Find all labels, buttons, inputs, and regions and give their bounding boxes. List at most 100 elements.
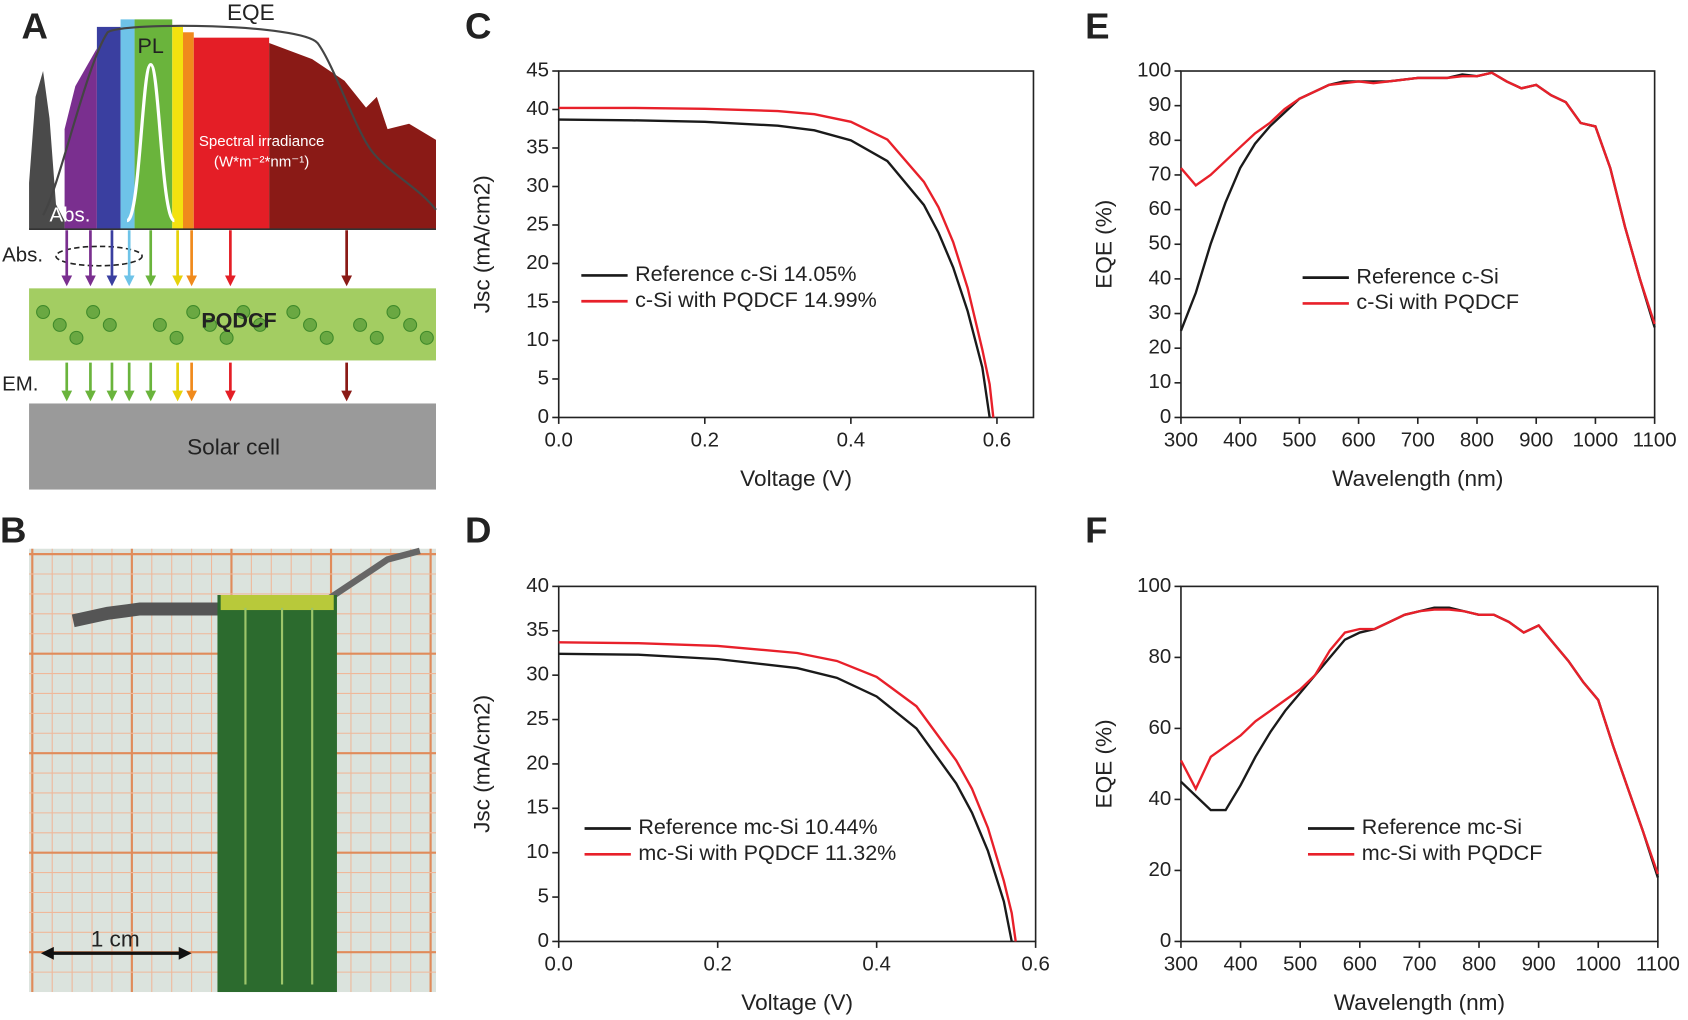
y-tick-label: 80: [1149, 645, 1172, 668]
y-tick-label: 0: [538, 405, 549, 428]
data-line: [558, 106, 995, 418]
y-tick-label: 40: [526, 574, 549, 597]
band-yellow: [172, 26, 184, 230]
irradiance-unit: (W*m⁻²*nm⁻¹): [214, 153, 309, 170]
plot-frame: [557, 70, 1035, 419]
legend-label: Reference c-Si: [1356, 264, 1498, 288]
x-tick-label: 1100: [1633, 429, 1677, 452]
arrow-head: [123, 275, 135, 287]
y-tick-label: 5: [538, 884, 549, 907]
crystal: [286, 305, 301, 320]
crystal: [169, 330, 184, 345]
data-line: [558, 641, 1017, 942]
x-tick-label: 800: [1462, 953, 1496, 976]
x-tick-label: 1000: [1576, 953, 1621, 976]
wire: [321, 547, 421, 606]
band-cyan: [120, 19, 135, 230]
y-tick-label: 20: [526, 751, 549, 774]
data-line: [1179, 608, 1659, 875]
crystal: [369, 330, 384, 345]
arrow-head: [224, 390, 236, 402]
panel-label: C: [465, 6, 491, 47]
abs-label: Abs.: [50, 204, 91, 227]
x-tick-label: 0.6: [1021, 953, 1049, 976]
band-violet: [64, 48, 97, 230]
y-tick-label: 25: [526, 212, 549, 235]
arrow-head: [341, 275, 353, 287]
crystal: [69, 330, 84, 345]
crystal: [236, 305, 251, 320]
y-tick-label: 10: [526, 840, 549, 863]
crystal: [386, 305, 401, 320]
data-line: [558, 118, 991, 418]
x-axis-label: Wavelength (nm): [1332, 466, 1503, 491]
y-tick-label: 45: [526, 58, 549, 81]
legend-label: c-Si with PQDCF: [1356, 290, 1519, 314]
x-tick-label: 600: [1342, 429, 1376, 452]
crystal: [36, 305, 51, 320]
legend-label: Reference c-Si 14.05%: [635, 262, 856, 286]
arrow-head: [61, 275, 73, 287]
band-dark-red: [269, 43, 436, 230]
y-tick-label: 10: [526, 328, 549, 351]
panel-label: D: [465, 509, 491, 550]
legend-label: Reference mc-Si: [1362, 815, 1522, 839]
crystal: [303, 317, 318, 332]
x-tick-label: 0.4: [837, 429, 865, 452]
y-tick-label: 30: [526, 174, 549, 197]
crystal: [419, 330, 434, 345]
abs-label: Abs.: [2, 243, 43, 266]
arrow-head: [106, 390, 118, 402]
x-axis-label: Wavelength (nm): [1334, 990, 1505, 1015]
y-tick-label: 70: [1149, 162, 1172, 185]
arrow-head: [172, 390, 184, 402]
absorption-ring: [55, 245, 143, 267]
x-tick-label: 900: [1522, 953, 1556, 976]
y-tick-label: 0: [1160, 929, 1171, 952]
absorption-peak: [29, 71, 65, 230]
panel-label: A: [22, 6, 48, 47]
x-tick-label: 300: [1164, 953, 1198, 976]
x-tick-label: 500: [1282, 429, 1316, 452]
x-tick-label: 600: [1343, 953, 1377, 976]
plot-frame: [557, 585, 1037, 943]
scale-head: [178, 946, 192, 960]
y-tick-label: 35: [526, 135, 549, 158]
y-tick-label: 90: [1149, 93, 1172, 116]
y-tick-label: 60: [1149, 197, 1172, 220]
y-tick-label: 50: [1149, 232, 1172, 255]
x-tick-label: 0.4: [862, 953, 890, 976]
y-tick-label: 0: [1160, 405, 1171, 428]
legend-label: Reference mc-Si 10.44%: [638, 815, 877, 839]
crystal: [252, 317, 267, 332]
arrow-head: [123, 390, 135, 402]
y-axis-label: EQE (%): [1092, 200, 1117, 289]
y-tick-label: 15: [526, 796, 549, 819]
y-tick-label: 30: [526, 663, 549, 686]
arrow-head: [61, 390, 73, 402]
crystal: [403, 317, 418, 332]
crystal: [102, 317, 117, 332]
x-tick-label: 0.2: [703, 953, 731, 976]
band-red: [193, 37, 270, 230]
wire: [71, 602, 221, 628]
y-tick-label: 60: [1149, 716, 1172, 739]
em-label: EM.: [2, 373, 38, 396]
y-tick-label: 5: [538, 366, 549, 389]
crystal: [219, 330, 234, 345]
arrow-head: [186, 275, 198, 287]
x-tick-label: 700: [1402, 953, 1436, 976]
cell-label: Solar cell: [187, 435, 280, 460]
y-tick-label: 0: [538, 929, 549, 952]
arrow-head: [145, 275, 157, 287]
arrow-head: [172, 275, 184, 287]
pl-label: PL: [138, 34, 164, 58]
x-tick-label: 300: [1164, 429, 1198, 452]
y-tick-label: 40: [1149, 787, 1172, 810]
panel-label: E: [1085, 6, 1109, 47]
y-tick-label: 20: [1149, 858, 1172, 881]
y-tick-label: 40: [526, 97, 549, 120]
crystal: [52, 317, 67, 332]
